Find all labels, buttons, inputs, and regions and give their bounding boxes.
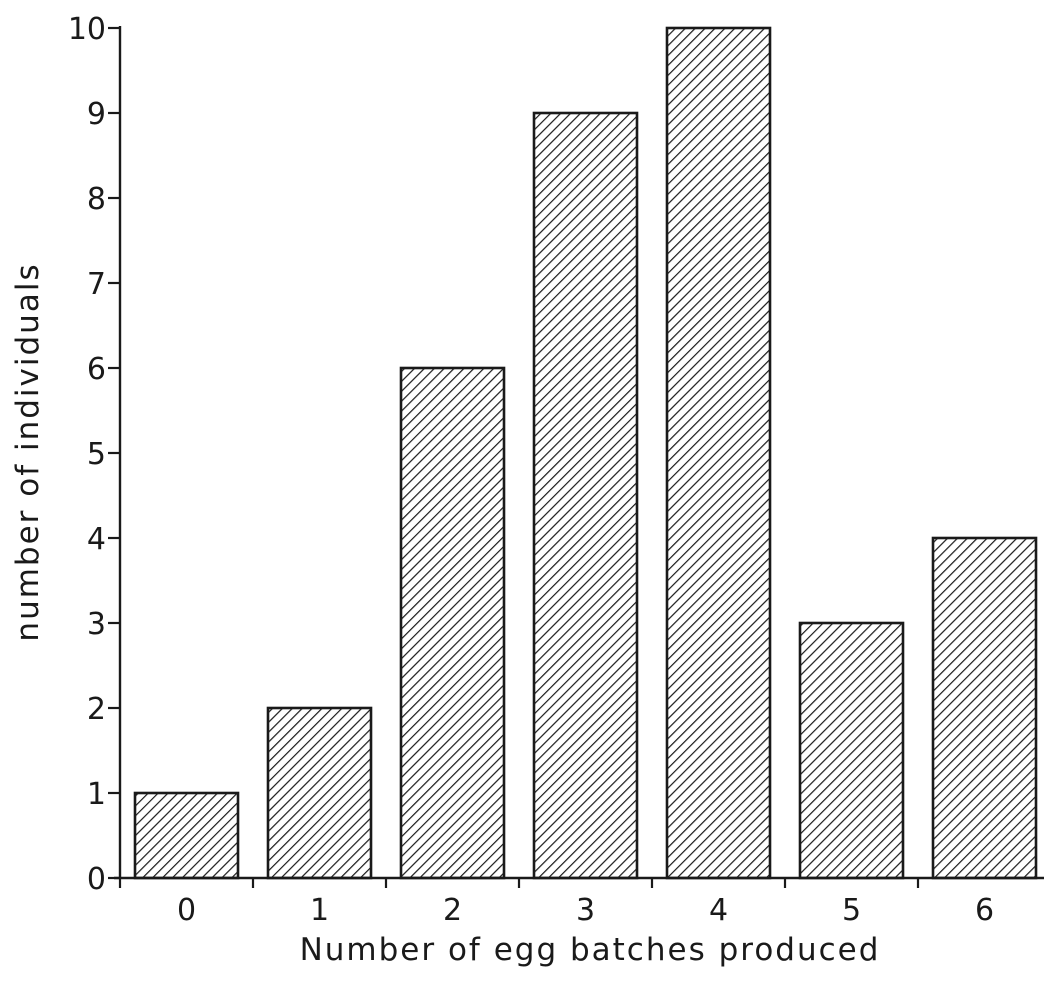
bar-4 xyxy=(665,26,772,880)
x-tick-label-3: 3 xyxy=(576,893,595,928)
y-tick-label-1: 1 xyxy=(87,777,106,812)
y-tick-label-0: 0 xyxy=(87,862,106,897)
x-tick-label-4: 4 xyxy=(709,893,728,928)
x-tick-label-1: 1 xyxy=(310,893,329,928)
axes-layer xyxy=(108,26,1044,888)
x-tick-label-6: 6 xyxy=(975,893,994,928)
y-tick-label-9: 9 xyxy=(87,97,106,132)
y-tick-label-10: 10 xyxy=(68,12,106,47)
bar-2 xyxy=(399,366,506,880)
x-tick-label-5: 5 xyxy=(842,893,861,928)
y-tick-label-8: 8 xyxy=(87,182,106,217)
x-axis-title: Number of egg batches produced xyxy=(300,932,881,968)
y-tick-label-2: 2 xyxy=(87,692,106,727)
bar-5 xyxy=(798,621,905,880)
bar-3 xyxy=(532,111,639,880)
bar-0 xyxy=(133,791,240,880)
x-tick-label-2: 2 xyxy=(443,893,462,928)
y-tick-label-5: 5 xyxy=(87,437,106,472)
y-axis-title: number of individuals xyxy=(10,262,46,641)
y-tick-label-7: 7 xyxy=(87,267,106,302)
x-tick-label-0: 0 xyxy=(177,893,196,928)
bar-6 xyxy=(931,536,1038,880)
bars-layer xyxy=(133,26,1038,880)
labels-layer: 0 1 2 3 4 5 6 7 8 9 10 0 1 2 3 4 5 6 xyxy=(68,12,994,928)
y-tick-label-4: 4 xyxy=(87,522,106,557)
y-tick-label-6: 6 xyxy=(87,352,106,387)
y-tick-label-3: 3 xyxy=(87,607,106,642)
bar-1 xyxy=(266,706,373,880)
